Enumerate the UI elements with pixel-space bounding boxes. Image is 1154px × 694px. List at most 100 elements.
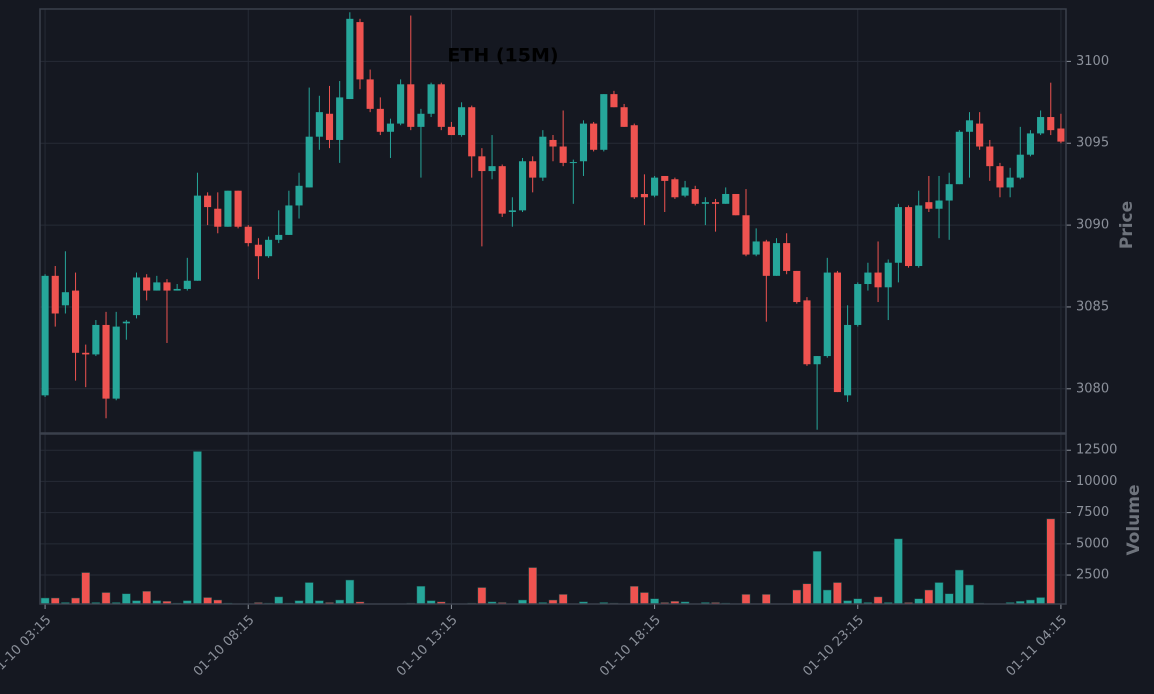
candle-body bbox=[793, 270, 801, 303]
volume-bar bbox=[274, 596, 284, 605]
candle-body bbox=[214, 208, 222, 227]
volume-bar bbox=[1046, 518, 1056, 605]
volume-bar bbox=[650, 598, 659, 605]
candle-body bbox=[986, 146, 994, 167]
volume-bar bbox=[812, 551, 822, 605]
candle-body bbox=[112, 326, 120, 399]
candle-body bbox=[102, 324, 110, 399]
candle-body bbox=[1037, 117, 1045, 134]
volume-bar bbox=[640, 592, 649, 605]
candle-body bbox=[976, 123, 984, 147]
candle-body bbox=[569, 162, 577, 164]
candle-body bbox=[904, 207, 913, 267]
candle-body bbox=[854, 284, 862, 325]
volume-bar bbox=[1036, 597, 1045, 605]
y-tick-label: 3080 bbox=[1076, 381, 1109, 396]
candle-body bbox=[803, 300, 811, 365]
candle-body bbox=[772, 243, 781, 276]
volume-bar bbox=[629, 586, 639, 605]
candle-body bbox=[143, 277, 151, 291]
candle-body bbox=[996, 166, 1004, 188]
volume-bar bbox=[955, 569, 964, 605]
candle-body bbox=[579, 123, 588, 162]
volume-bar bbox=[101, 592, 111, 605]
volume-bar bbox=[558, 594, 568, 605]
chart-title: ETH (15M) bbox=[447, 45, 558, 67]
volume-bar bbox=[71, 597, 80, 605]
candle-body bbox=[417, 113, 425, 127]
candle-body bbox=[833, 272, 841, 393]
candle-body bbox=[945, 184, 953, 201]
candle-body bbox=[732, 193, 740, 216]
candle-body bbox=[518, 161, 527, 211]
candle-body bbox=[366, 79, 374, 109]
candle-body bbox=[407, 84, 415, 127]
volume-bar bbox=[822, 589, 832, 605]
candle-body bbox=[620, 107, 628, 127]
volume-bar bbox=[416, 586, 426, 605]
candle-body bbox=[1047, 117, 1055, 131]
volume-bar bbox=[122, 593, 131, 605]
candle-body bbox=[894, 207, 902, 263]
candle-body bbox=[61, 292, 69, 306]
candle-body bbox=[549, 139, 557, 147]
candle-body bbox=[82, 352, 90, 355]
candle-body bbox=[356, 22, 364, 80]
candle-body bbox=[336, 97, 344, 140]
candle-body bbox=[671, 179, 679, 198]
price-panel-frame bbox=[39, 8, 1067, 434]
candle-body bbox=[254, 244, 262, 257]
volume-bar bbox=[873, 596, 883, 605]
candle-body bbox=[965, 120, 974, 132]
candle-body bbox=[823, 272, 831, 357]
candle-body bbox=[325, 113, 334, 140]
candle-body bbox=[285, 205, 293, 235]
y-axis-label: Price bbox=[1117, 201, 1137, 249]
candle-body bbox=[51, 275, 59, 314]
candle-body bbox=[640, 193, 648, 198]
candle-body bbox=[529, 161, 537, 178]
candle-body bbox=[193, 195, 202, 281]
candle-body bbox=[762, 241, 770, 276]
candle-body bbox=[437, 84, 445, 127]
volume-bar bbox=[914, 598, 924, 605]
candle-body bbox=[559, 146, 567, 163]
volume-bar bbox=[193, 451, 202, 605]
candle-body bbox=[204, 195, 212, 208]
volume-bar bbox=[304, 582, 314, 605]
volume-bar bbox=[924, 589, 934, 605]
volume-bar bbox=[528, 567, 537, 605]
candle-body bbox=[244, 226, 252, 244]
y-tick-label: 3090 bbox=[1076, 218, 1109, 233]
candle-body bbox=[651, 177, 659, 196]
volume-bar bbox=[345, 579, 355, 605]
candle-body bbox=[681, 187, 689, 196]
candle-body bbox=[478, 156, 486, 172]
volume-bar bbox=[894, 538, 903, 605]
candle-body bbox=[315, 112, 323, 137]
candle-body bbox=[813, 356, 821, 365]
candle-body bbox=[1026, 133, 1035, 155]
candle-body bbox=[508, 210, 516, 212]
candle-body bbox=[122, 321, 130, 324]
candle-body bbox=[742, 215, 750, 255]
candle-body bbox=[600, 94, 608, 150]
candle-body bbox=[234, 190, 242, 227]
volume-bar bbox=[802, 583, 812, 605]
volume-panel-frame bbox=[39, 433, 1067, 605]
candle-body bbox=[468, 107, 476, 157]
candle-body bbox=[346, 18, 354, 100]
candle-body bbox=[295, 185, 303, 206]
candle-body bbox=[884, 262, 892, 288]
candle-body bbox=[539, 136, 547, 178]
candle-body bbox=[397, 84, 405, 124]
candle-body bbox=[386, 123, 395, 132]
candle-body bbox=[183, 280, 191, 289]
volume-bar bbox=[965, 584, 974, 605]
volume-tick-label: 7500 bbox=[1076, 505, 1109, 520]
volume-bar bbox=[203, 597, 212, 605]
candle-body bbox=[1016, 154, 1024, 178]
candle-body bbox=[783, 243, 791, 271]
